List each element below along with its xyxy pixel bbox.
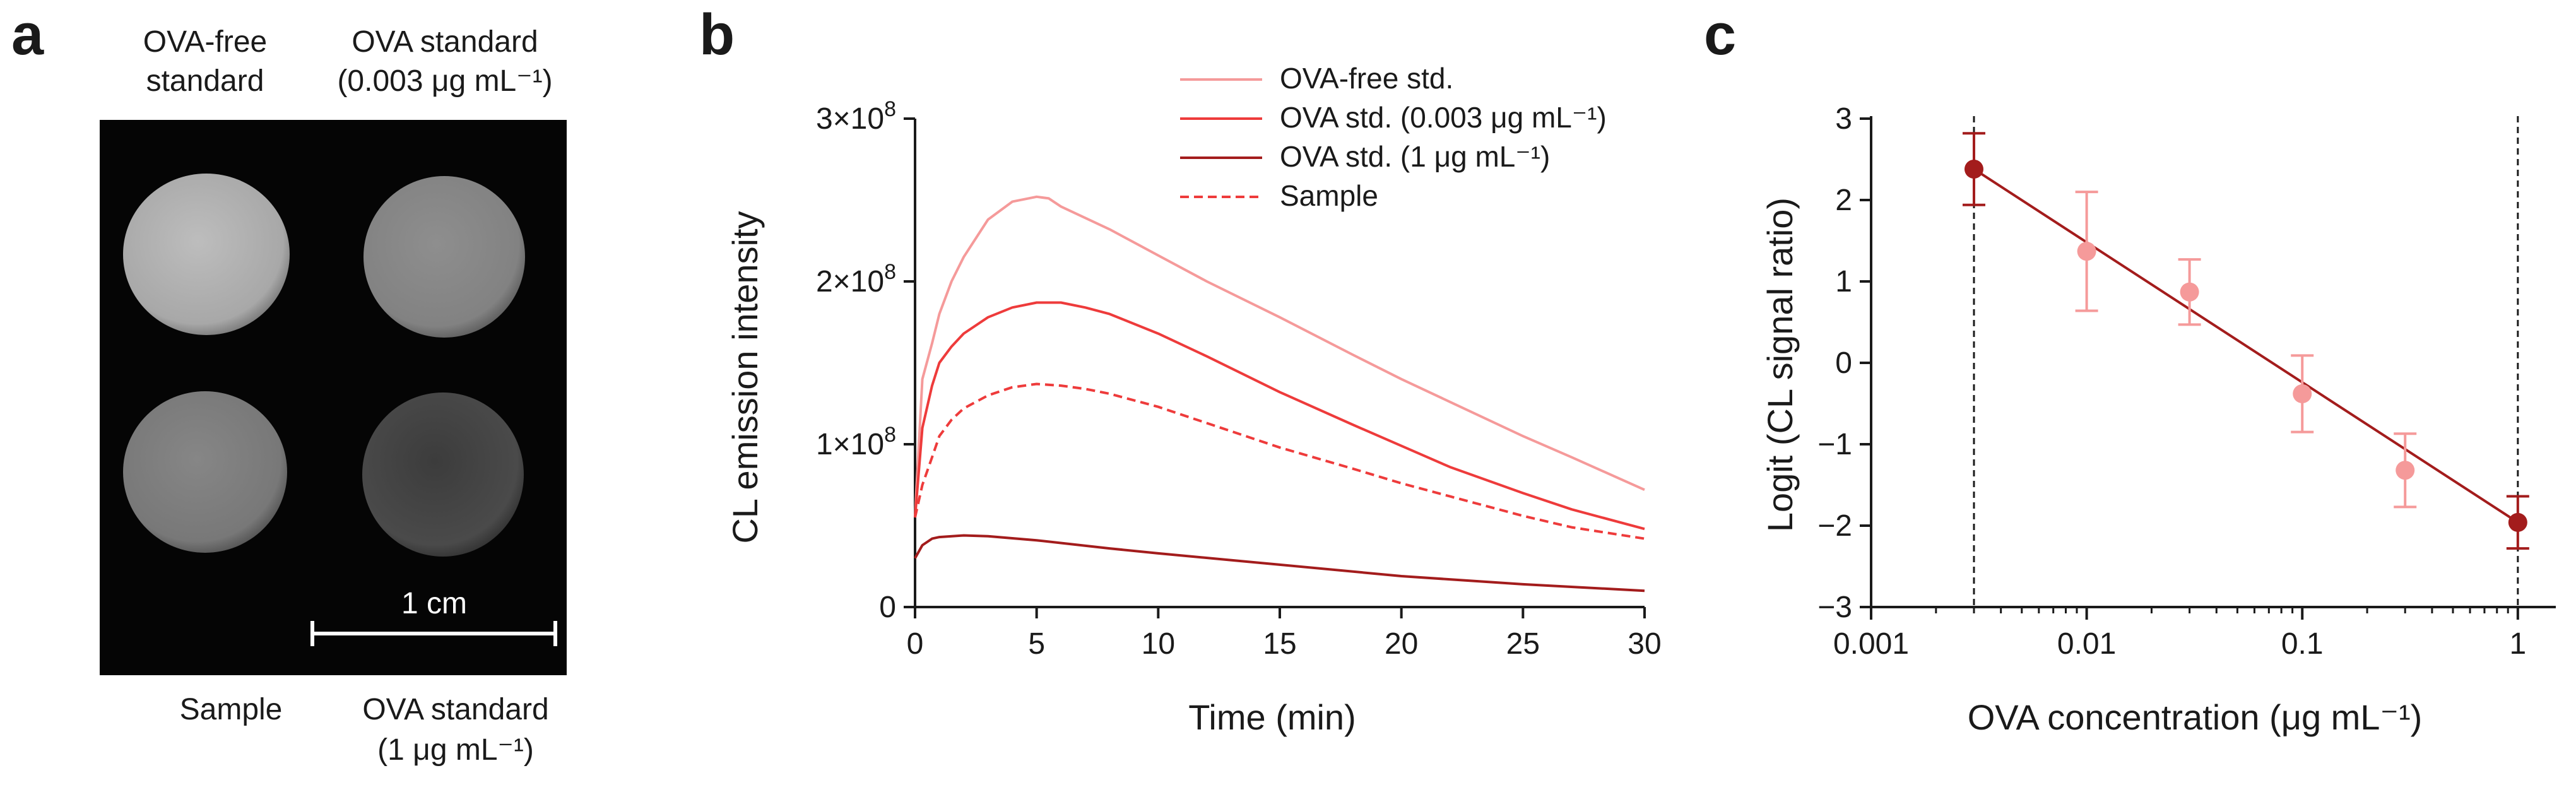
chart-c-data-point <box>2077 242 2096 261</box>
chart-b-x-tick-label: 10 <box>1142 627 1175 661</box>
chart-b-x-tick-label: 25 <box>1506 627 1540 661</box>
chart-c-data-point <box>1964 159 1983 179</box>
chart-b-legend-label-1: OVA-free std. <box>1280 62 1453 95</box>
chart-c-data-point <box>2293 384 2312 404</box>
chart-c-y-tick-label: 1 <box>1835 265 1852 298</box>
chart-c-y-tick-label: −3 <box>1817 591 1852 624</box>
scale-bar <box>310 621 557 646</box>
chart-c-y-tick-label: 0 <box>1835 346 1852 380</box>
well-label-top-left-line1: OVA-free <box>143 25 268 59</box>
logit-calibration-chart: 0.001 0.01 0.1 1 3 2 1 0 −1 −2 −3 <box>1817 102 2556 661</box>
well-label-bottom-right-line2: (1 μg mL⁻¹) <box>377 733 534 767</box>
well-label-top-right-line1: OVA standard <box>352 25 538 59</box>
well-ova-standard-0003 <box>363 176 525 338</box>
chart-b-legend-label-2: OVA std. (0.003 μg mL⁻¹) <box>1280 101 1607 134</box>
chart-b-x-axis-label: Time (min) <box>1188 697 1356 737</box>
chart-c-data-point <box>2396 461 2415 480</box>
chart-c-y-tick-label: −2 <box>1817 509 1852 543</box>
panel-letter-c: c <box>1704 3 1736 67</box>
well-ova-standard-1 <box>362 392 524 557</box>
well-label-top-left-line2: standard <box>146 64 264 98</box>
well-sample <box>123 391 287 553</box>
well-label-bottom-right-line1: OVA standard <box>362 693 548 726</box>
chart-c-data-point <box>2180 282 2199 302</box>
chart-b-y-tick-label: 3×108 <box>816 97 896 136</box>
chart-c-y-axis-label: Logit (CL signal ratio) <box>1760 198 1800 532</box>
chart-c-data-point <box>2508 512 2527 532</box>
chart-b-series-line-2 <box>914 301 1645 531</box>
chart-b-x-tick-label: 5 <box>1028 627 1045 661</box>
chart-b-x-tick-label: 15 <box>1263 627 1296 661</box>
chart-b-legend-label-4: Sample <box>1280 179 1378 212</box>
chart-b-series-line-1 <box>914 195 1645 516</box>
chart-b-y-axis-label: CL emission intensity <box>725 211 765 543</box>
cl-emission-line-chart: 0 5 10 15 20 25 30 0 1×108 2×108 3×108 OVA-free std… <box>816 62 1662 661</box>
panel-letter-a: a <box>11 3 44 67</box>
well-label-top-right-line2: (0.003 μg mL⁻¹) <box>337 64 552 98</box>
chart-c-x-tick-label: 0.001 <box>1833 627 1909 661</box>
chart-c-x-tick-label: 0.1 <box>2281 627 2324 661</box>
chart-c-x-axis-label: OVA concentration (μg mL⁻¹) <box>1968 697 2423 737</box>
chart-b-y-tick-label: 1×108 <box>816 423 896 461</box>
chart-b-x-tick-label: 20 <box>1385 627 1418 661</box>
well-label-bottom-left: Sample <box>180 693 283 726</box>
chart-b-y-tick-label: 2×108 <box>816 260 896 298</box>
chart-c-y-tick-label: −1 <box>1817 428 1852 461</box>
chart-b-x-tick-label: 30 <box>1628 627 1661 661</box>
scale-bar-label: 1 cm <box>401 587 467 620</box>
chart-b-x-tick-label: 0 <box>907 627 924 661</box>
chart-c-y-tick-label: 3 <box>1835 102 1852 136</box>
chart-c-x-tick-label: 0.01 <box>2057 627 2116 661</box>
chart-c-y-tick-label: 2 <box>1835 184 1852 217</box>
chart-b-y-tick-label: 0 <box>879 591 896 624</box>
panel-letter-b: b <box>699 3 735 67</box>
chart-c-x-tick-label: 1 <box>2509 627 2526 661</box>
well-ova-free-standard <box>123 174 290 335</box>
chart-b-series-line-3 <box>914 534 1645 593</box>
chart-b-legend-label-3: OVA std. (1 μg mL⁻¹) <box>1280 140 1550 173</box>
chart-c-fit-line <box>1973 168 2519 524</box>
chart-b-series-line-4 <box>914 382 1645 540</box>
